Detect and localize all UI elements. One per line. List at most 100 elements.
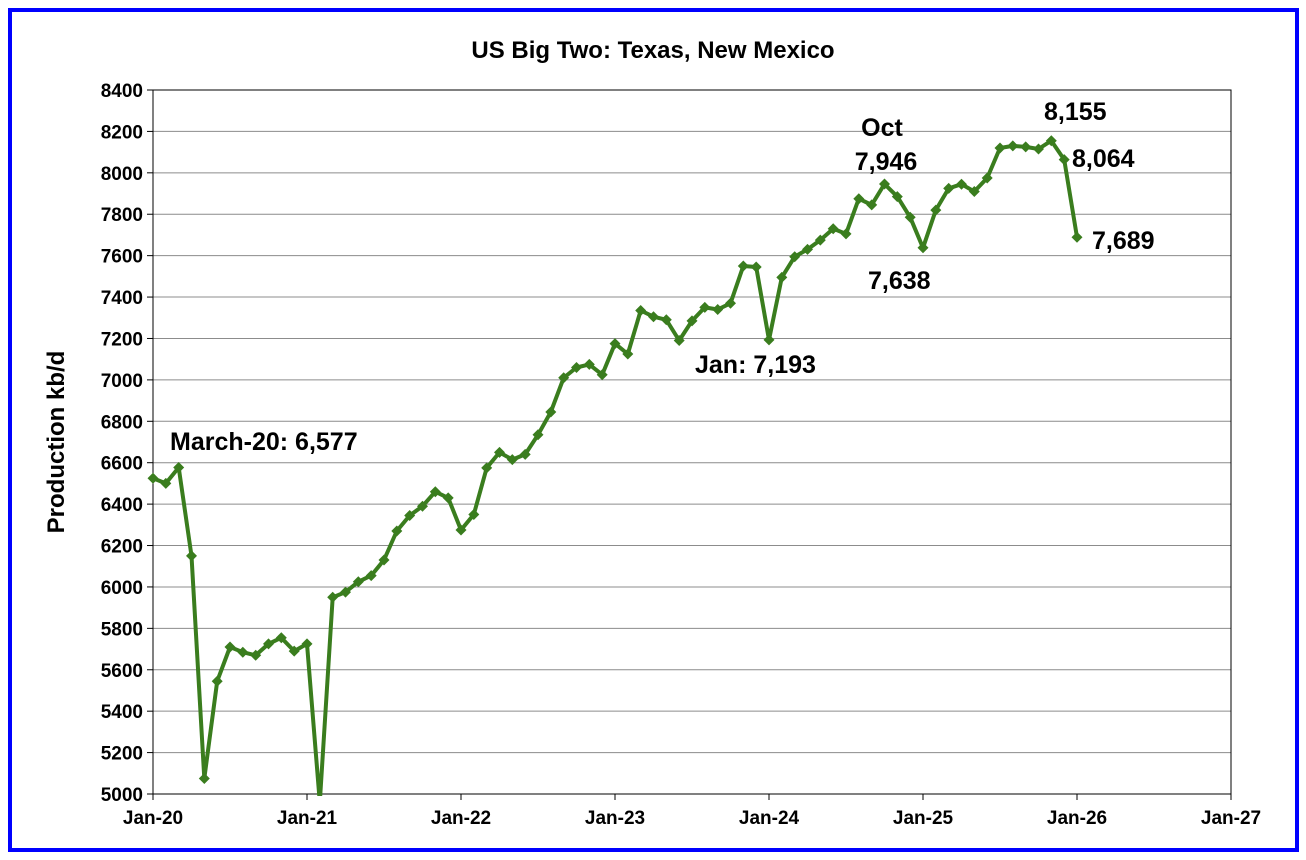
data-point: [994, 142, 1006, 154]
y-tick-label: 6600: [101, 454, 143, 475]
data-point: [712, 304, 724, 315]
y-axis-label: Production kb/d: [43, 351, 70, 534]
annotation-label: 7,946: [855, 148, 918, 176]
chart-frame: US Big Two: Texas, New Mexico 5000 5200 54…: [8, 8, 1299, 852]
data-point: [827, 223, 839, 235]
data-point: [840, 228, 852, 240]
y-tick-label: 7000: [101, 371, 143, 392]
data-point: [853, 193, 865, 205]
x-axis: Jan-20 Jan-21 Jan-22 Jan-23 Jan-24 Jan-25 Jan-…: [123, 794, 1261, 829]
series-production: [147, 135, 1083, 796]
data-point: [622, 348, 634, 360]
annotation-label: 7,638: [868, 267, 931, 295]
data-point: [327, 591, 339, 603]
data-point: [904, 211, 916, 223]
data-point: [558, 372, 570, 384]
data-point: [943, 182, 955, 194]
chart-title: US Big Two: Texas, New Mexico: [471, 37, 834, 64]
data-point: [237, 646, 249, 658]
data-point: [494, 446, 505, 458]
data-point: [250, 649, 262, 661]
data-point: [365, 570, 377, 582]
data-point: [468, 509, 480, 520]
y-tick-label: 8000: [101, 164, 143, 185]
annotation-label: 7,689: [1092, 227, 1155, 255]
data-point: [956, 178, 967, 190]
y-tick-label: 5200: [101, 744, 143, 765]
data-point: [635, 305, 647, 316]
y-tick-label: 6200: [101, 537, 143, 558]
data-point: [429, 486, 441, 498]
data-point: [532, 429, 544, 441]
data-point: [378, 554, 390, 566]
data-point: [763, 334, 775, 346]
data-point: [455, 524, 467, 536]
data-point: [583, 358, 595, 370]
annotations: March-20: 6,577 Jan: 7,193 Oct 7,946 7,638 8,…: [170, 98, 1155, 456]
data-point: [891, 191, 903, 203]
data-point: [211, 675, 223, 687]
data-point: [879, 178, 890, 190]
annotation-label: 8,064: [1072, 145, 1135, 173]
x-tick-label: Jan-22: [431, 808, 491, 829]
annotation-label: Oct: [861, 114, 903, 142]
data-point: [481, 462, 493, 474]
data-point: [930, 204, 942, 216]
data-point: [186, 550, 197, 562]
y-tick-label: 6400: [101, 495, 143, 516]
data-point: [802, 243, 813, 255]
data-point: [442, 492, 454, 504]
data-point: [147, 472, 159, 484]
data-point: [506, 454, 518, 466]
data-point: [686, 315, 698, 327]
series-line: [153, 138, 1079, 796]
x-tick-label: Jan-25: [893, 808, 954, 829]
x-tick-label: Jan-23: [585, 808, 645, 829]
data-point: [340, 586, 351, 598]
annotation-label: 8,155: [1044, 98, 1107, 126]
data-point: [1071, 231, 1083, 243]
data-point: [391, 525, 403, 537]
data-point: [404, 510, 416, 521]
data-point: [596, 369, 608, 381]
x-tick-label: Jan-20: [123, 808, 183, 829]
y-axis: 5000 5200 5400 5600 5800 6000 6200 6400 6600 6800…: [101, 81, 153, 806]
data-point: [609, 338, 621, 350]
data-point: [417, 500, 428, 512]
data-point: [545, 406, 557, 418]
data-point: [968, 186, 980, 197]
data-point: [173, 462, 185, 473]
data-point: [519, 448, 531, 460]
y-tick-label: 8200: [101, 122, 143, 143]
y-tick-label: 7200: [101, 329, 143, 350]
y-tick-label: 5000: [101, 785, 143, 806]
data-point: [699, 301, 711, 313]
data-point: [288, 645, 300, 657]
y-tick-label: 7600: [101, 247, 143, 268]
data-point: [1058, 154, 1070, 166]
data-point: [1007, 140, 1019, 152]
data-point: [1033, 143, 1044, 155]
data-point: [725, 297, 736, 309]
annotation-label: Jan: 7,193: [695, 351, 816, 379]
y-tick-label: 6800: [101, 412, 143, 433]
y-tick-label: 7400: [101, 288, 143, 309]
data-point: [224, 641, 236, 653]
y-tick-label: 7800: [101, 205, 143, 226]
data-point: [660, 314, 672, 326]
data-point: [673, 335, 685, 346]
y-tick-label: 8400: [101, 81, 143, 102]
data-point: [789, 251, 801, 263]
y-tick-label: 6000: [101, 578, 143, 599]
y-tick-label: 5600: [101, 661, 143, 682]
data-point: [1020, 141, 1032, 153]
x-tick-label: Jan-27: [1201, 808, 1261, 829]
line-chart: US Big Two: Texas, New Mexico 5000 5200 54…: [43, 37, 1261, 829]
data-point: [917, 242, 929, 254]
data-point: [814, 234, 826, 246]
data-point: [301, 638, 313, 650]
data-point: [263, 638, 274, 650]
plot-area: [152, 89, 1232, 795]
data-point: [352, 576, 364, 588]
y-tick-label: 5400: [101, 702, 143, 723]
